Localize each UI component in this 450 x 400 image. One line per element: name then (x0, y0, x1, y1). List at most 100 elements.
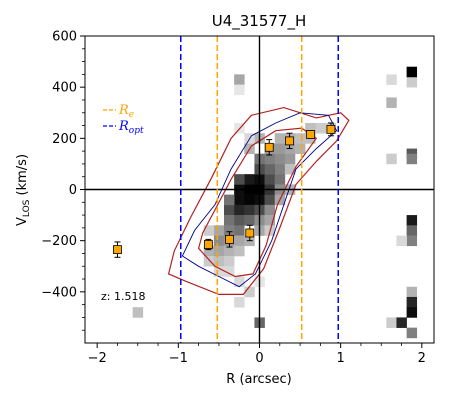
y-tick-label: 200 (52, 132, 77, 147)
map-pixel (396, 235, 407, 247)
map-pixel (406, 225, 418, 236)
map-pixel (295, 143, 306, 154)
map-pixel (284, 163, 296, 175)
map-pixel (274, 133, 286, 144)
map-pixel (386, 97, 397, 108)
y-axis-label-unit: (km/s) (15, 154, 30, 200)
map-pixel (234, 194, 245, 206)
map-pixel (274, 174, 286, 185)
map-pixel (244, 215, 255, 226)
x-axis-label: R (arcsec) (226, 372, 291, 387)
data-point (306, 130, 316, 139)
map-pixel (234, 74, 245, 85)
map-pixel (244, 194, 255, 206)
map-pixel (406, 66, 418, 78)
map-pixel (223, 256, 235, 267)
map-pixel (223, 245, 235, 257)
map-pixel (396, 317, 407, 328)
map-pixel (406, 215, 418, 226)
contour-red-outer (167, 106, 350, 295)
x-axis-ticks: −2 −1 0 1 2 (88, 343, 426, 366)
y-axis-label-main: V (15, 217, 30, 226)
y-axis-label: VLOS (km/s) (15, 154, 32, 226)
map-pixel (274, 153, 286, 165)
y-tick-label: −200 (41, 234, 77, 249)
map-pixel (386, 153, 397, 165)
map-pixel (274, 163, 286, 175)
map-pixel (305, 122, 316, 134)
map-pixel (244, 174, 255, 185)
map-pixel (264, 174, 276, 185)
legend-re-label: Re (118, 103, 134, 120)
radius-lines (180, 36, 339, 343)
data-point (113, 245, 122, 255)
y-axis-ticks: −400 −200 0 200 400 600 (41, 30, 85, 331)
map-pixel (234, 174, 245, 185)
map-pixel (203, 256, 215, 267)
map-pixel (264, 204, 276, 216)
x-tick-label: −2 (88, 351, 107, 366)
map-pixel (234, 225, 245, 236)
data-point (203, 240, 213, 249)
map-pixel (234, 245, 245, 257)
map-pixel (406, 76, 418, 88)
map-pixel (213, 235, 225, 247)
map-pixel (234, 84, 245, 96)
map-pixel (244, 286, 255, 298)
map-pixel (234, 204, 245, 216)
map-pixel (213, 266, 225, 277)
map-pixel (264, 153, 276, 165)
map-pixel (406, 327, 418, 339)
map-pixel (223, 225, 235, 236)
map-pixel (203, 225, 215, 236)
data-points (113, 122, 336, 258)
map-pixel (274, 143, 286, 154)
data-point (326, 124, 336, 134)
map-pixel (244, 204, 255, 216)
map-pixel (406, 296, 418, 308)
x-tick-label: 1 (337, 351, 345, 366)
y-axis-label-sub: LOS (22, 199, 32, 217)
data-point (285, 136, 294, 146)
map-pixel (223, 266, 235, 277)
contour-blue (181, 112, 338, 288)
map-pixel (315, 122, 326, 134)
y-tick-label: 0 (69, 183, 77, 198)
map-pixel (203, 245, 215, 257)
map-pixel (234, 276, 245, 288)
y-tick-label: 600 (52, 30, 77, 45)
y-tick-label: 400 (52, 81, 77, 96)
data-point (225, 234, 234, 244)
redshift-annotation: z: 1.518 (101, 290, 145, 303)
map-pixel (264, 194, 276, 206)
map-pixel (234, 296, 245, 308)
y-tick-label: −400 (41, 285, 77, 300)
chart-title: U4_31577_H (212, 12, 307, 31)
data-point (264, 142, 274, 152)
map-pixel (132, 307, 144, 318)
map-pixel (213, 245, 225, 257)
plot-area (85, 36, 434, 343)
map-pixel (406, 286, 418, 298)
map-pixel (386, 74, 397, 85)
map-pixel (386, 317, 397, 328)
map-pixel (406, 307, 418, 318)
zero-lines (85, 36, 434, 343)
legend: Re Ropt (103, 103, 144, 136)
map-pixel (234, 215, 245, 226)
contours (167, 106, 350, 295)
contour-red-inner (197, 127, 318, 278)
map-pixel (223, 215, 235, 226)
map-pixel (223, 194, 235, 206)
map-pixel (213, 225, 225, 236)
map-pixel (284, 153, 296, 165)
map-pixel (406, 153, 418, 165)
velocity-pixel-map (132, 66, 418, 339)
map-pixel (406, 235, 418, 247)
x-tick-label: −1 (169, 351, 188, 366)
map-pixel (213, 256, 225, 267)
legend-ropt-label: Ropt (118, 119, 144, 136)
map-pixel (223, 204, 235, 216)
map-pixel (234, 235, 245, 247)
